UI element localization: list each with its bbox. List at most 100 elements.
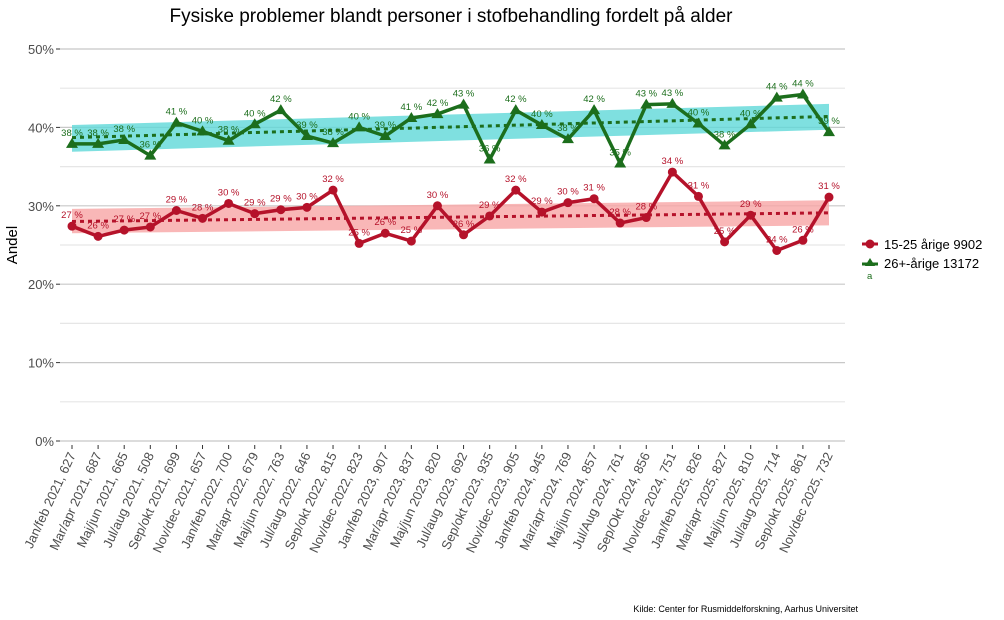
data-label: 35 %: [609, 147, 631, 158]
data-point: [718, 139, 731, 150]
data-point: [196, 125, 209, 136]
data-label: 31 %: [688, 180, 710, 191]
legend-circle-icon: [865, 239, 875, 249]
data-label: 40 %: [244, 108, 266, 119]
data-label: 32 %: [322, 174, 344, 185]
data-point: [250, 209, 260, 219]
data-point: [746, 210, 756, 220]
data-point: [66, 137, 78, 148]
data-label: 42 %: [270, 94, 292, 105]
trend-line-young: [71, 211, 830, 223]
data-point: [511, 185, 521, 195]
data-label: 40 %: [192, 115, 214, 126]
data-point: [537, 207, 547, 217]
data-label: 39 %: [818, 116, 840, 127]
data-label: 26 %: [453, 219, 475, 230]
data-point: [432, 201, 442, 211]
data-point: [353, 121, 366, 132]
data-point: [302, 202, 312, 212]
data-point: [640, 98, 653, 109]
data-point: [405, 111, 418, 122]
data-label: 29 %: [479, 200, 501, 211]
data-label: 28 %: [635, 202, 657, 213]
source-caption: Kilde: Center for Rusmiddelforskning, Aa…: [633, 604, 858, 614]
data-point: [327, 137, 340, 148]
y-axis: 0% 10% 20% 30% 40% 50%: [28, 42, 60, 449]
data-point: [93, 231, 103, 241]
y-tick-label: 50%: [28, 42, 54, 57]
data-point: [224, 198, 234, 208]
data-label: 32 %: [505, 174, 527, 185]
data-point: [119, 225, 129, 235]
data-point: [823, 126, 835, 137]
data-point: [796, 88, 809, 99]
data-label: 36 %: [479, 144, 501, 155]
data-label: 38 %: [322, 127, 344, 138]
data-label: 31 %: [583, 183, 605, 194]
data-point: [198, 213, 208, 223]
data-label: 27 %: [113, 214, 135, 225]
data-point: [118, 133, 131, 144]
data-label: 40 %: [688, 107, 710, 118]
data-label: 39 %: [296, 120, 318, 131]
data-point: [535, 119, 548, 130]
data-label: 36 %: [139, 140, 161, 151]
data-label: 30 %: [557, 187, 579, 198]
data-point: [589, 194, 599, 204]
data-point: [170, 116, 183, 127]
data-label: 43 %: [635, 89, 657, 100]
data-point: [563, 198, 573, 208]
data-point: [406, 236, 416, 246]
data-point: [641, 213, 651, 223]
y-tick-label: 0%: [35, 434, 54, 449]
data-label: 40 %: [531, 109, 553, 120]
y-tick-label: 40%: [28, 120, 54, 135]
data-label: 29 %: [270, 194, 292, 205]
legend-subnote: a: [867, 271, 873, 282]
data-point: [770, 91, 783, 102]
data-point: [328, 185, 338, 195]
data-label: 25 %: [714, 226, 736, 237]
data-point: [483, 153, 496, 164]
data-label: 30 %: [218, 187, 240, 198]
legend: 15-25 årige 9902 26+-årige 13172 a: [862, 237, 982, 282]
legend-label: 26+-årige 13172: [884, 256, 979, 271]
y-tick-label: 30%: [28, 199, 54, 214]
data-point: [457, 98, 470, 109]
data-label: 38 %: [714, 129, 736, 140]
legend-triangle-icon: [865, 258, 875, 266]
data-point: [588, 104, 601, 115]
data-point: [379, 130, 392, 141]
data-point: [274, 104, 287, 115]
y-tick-label: 10%: [28, 356, 54, 371]
data-label: 25 %: [401, 225, 423, 236]
data-label: 31 %: [818, 181, 840, 192]
data-label: 30 %: [296, 191, 318, 202]
data-point: [276, 205, 286, 215]
data-point: [798, 235, 808, 245]
data-label: 27 %: [139, 211, 161, 222]
data-point: [431, 108, 444, 119]
data-label: 25 %: [348, 227, 370, 238]
trend-line-adult: [71, 114, 830, 140]
data-label: 44 %: [766, 82, 788, 93]
data-point: [693, 191, 703, 201]
data-point: [692, 117, 705, 128]
data-label: 24 %: [766, 234, 788, 245]
data-point: [145, 222, 155, 232]
data-label: 27 %: [61, 210, 83, 221]
data-label: 38 %: [61, 128, 83, 139]
y-tick-label: 20%: [28, 277, 54, 292]
data-point: [744, 118, 757, 129]
data-label: 30 %: [427, 190, 449, 201]
data-label: 39 %: [374, 120, 396, 131]
data-label: 26 %: [792, 224, 814, 235]
data-label: 28 %: [609, 207, 631, 218]
y-axis-label: Andel: [4, 226, 21, 264]
data-point: [824, 192, 834, 202]
chart-title: Fysiske problemer blandt personer i stof…: [170, 6, 734, 27]
data-point: [300, 130, 313, 141]
data-point: [720, 237, 730, 247]
